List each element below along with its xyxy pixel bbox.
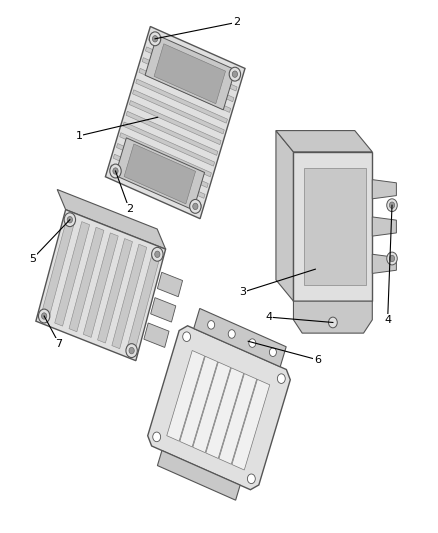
Circle shape (152, 247, 163, 261)
Text: 3: 3 (240, 287, 247, 297)
Polygon shape (293, 301, 372, 333)
Polygon shape (55, 222, 90, 326)
Polygon shape (157, 272, 183, 297)
Text: 4: 4 (384, 315, 391, 325)
Text: 5: 5 (29, 254, 36, 263)
Circle shape (39, 309, 50, 323)
Polygon shape (126, 111, 218, 156)
Text: 2: 2 (233, 18, 240, 27)
Circle shape (126, 344, 138, 358)
Polygon shape (157, 450, 240, 500)
Circle shape (247, 474, 255, 483)
Polygon shape (154, 44, 226, 104)
Polygon shape (115, 138, 205, 210)
Polygon shape (372, 217, 396, 236)
Circle shape (387, 199, 397, 212)
Circle shape (149, 32, 161, 46)
Circle shape (277, 374, 285, 383)
Circle shape (64, 213, 75, 227)
Circle shape (387, 252, 397, 265)
Polygon shape (148, 326, 290, 490)
Polygon shape (117, 143, 208, 188)
Text: 6: 6 (314, 355, 321, 365)
Circle shape (389, 202, 395, 208)
Polygon shape (112, 244, 147, 349)
Circle shape (152, 36, 158, 42)
Text: 2: 2 (126, 204, 133, 214)
Polygon shape (194, 309, 286, 367)
Circle shape (328, 317, 337, 328)
Text: 4: 4 (266, 312, 273, 322)
Circle shape (155, 251, 160, 257)
Polygon shape (40, 216, 75, 320)
Polygon shape (57, 189, 166, 249)
Circle shape (153, 432, 161, 442)
Circle shape (193, 203, 198, 209)
Circle shape (269, 348, 276, 357)
Polygon shape (148, 36, 240, 80)
Polygon shape (151, 297, 176, 322)
Polygon shape (304, 168, 366, 285)
Polygon shape (120, 133, 212, 177)
Polygon shape (69, 227, 104, 332)
Circle shape (229, 67, 240, 81)
Circle shape (232, 71, 237, 77)
Polygon shape (142, 58, 234, 102)
Polygon shape (83, 233, 118, 337)
Polygon shape (219, 374, 257, 464)
Polygon shape (167, 351, 205, 441)
Circle shape (249, 339, 256, 348)
Polygon shape (144, 323, 169, 348)
Circle shape (42, 313, 47, 319)
Polygon shape (293, 152, 372, 301)
Circle shape (110, 164, 121, 178)
Polygon shape (36, 209, 166, 361)
Polygon shape (193, 362, 231, 453)
Polygon shape (276, 131, 372, 152)
Polygon shape (129, 101, 221, 144)
Polygon shape (110, 165, 202, 209)
Polygon shape (113, 154, 205, 198)
Polygon shape (133, 90, 224, 134)
Polygon shape (145, 47, 237, 91)
Circle shape (183, 332, 191, 342)
Circle shape (228, 330, 235, 338)
Polygon shape (145, 35, 235, 110)
Polygon shape (372, 254, 396, 273)
Circle shape (113, 168, 118, 174)
Text: 1: 1 (75, 131, 82, 141)
Circle shape (389, 255, 395, 262)
Circle shape (208, 321, 215, 329)
Circle shape (190, 199, 201, 213)
Circle shape (129, 348, 134, 354)
Polygon shape (206, 368, 244, 458)
Circle shape (67, 216, 72, 223)
Polygon shape (106, 27, 245, 219)
Polygon shape (232, 379, 270, 470)
Polygon shape (98, 239, 132, 343)
Polygon shape (276, 131, 293, 301)
Polygon shape (372, 180, 396, 199)
Text: 7: 7 (56, 339, 63, 349)
Polygon shape (136, 79, 227, 123)
Polygon shape (124, 144, 196, 204)
Polygon shape (126, 250, 161, 354)
Polygon shape (180, 356, 218, 447)
Polygon shape (139, 68, 231, 112)
Polygon shape (123, 122, 215, 166)
